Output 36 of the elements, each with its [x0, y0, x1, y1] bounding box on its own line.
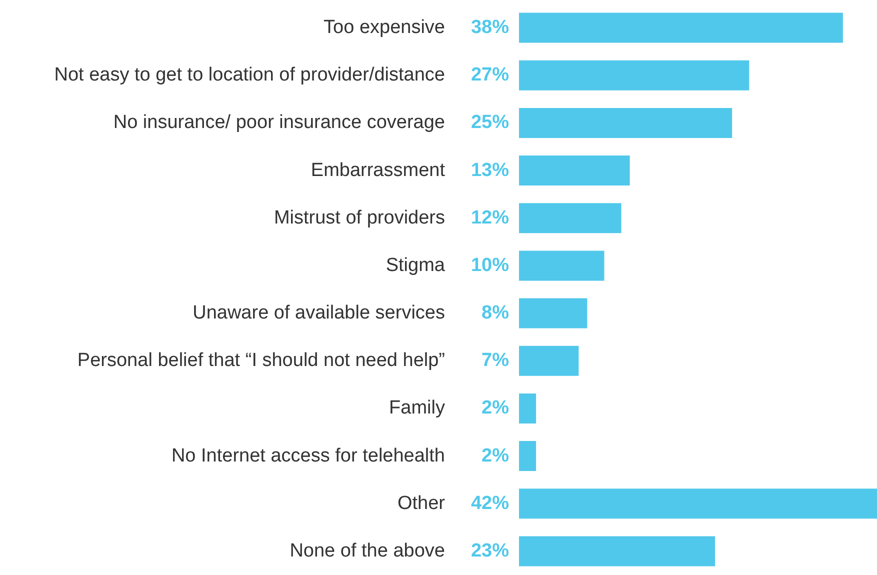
- bar: [519, 536, 716, 566]
- y-tick-label: Stigma: [386, 254, 446, 276]
- data-label: 42%: [470, 492, 510, 514]
- data-label: 27%: [470, 64, 510, 86]
- y-tick-label: No Internet access for telehealth: [171, 445, 445, 466]
- data-label: 12%: [470, 207, 510, 228]
- bar: [519, 488, 877, 519]
- data-label: 25%: [470, 112, 510, 134]
- bar: [519, 12, 843, 43]
- y-tick-label: Embarrassment: [310, 160, 446, 181]
- y-tick-label: Too expensive: [324, 17, 445, 38]
- bar: [519, 203, 622, 234]
- data-label: 38%: [470, 17, 510, 38]
- data-label: 10%: [470, 254, 510, 276]
- bar: [519, 108, 732, 138]
- data-label: 2%: [482, 398, 510, 419]
- bar: [519, 298, 588, 328]
- y-tick-label: Unaware of available services: [192, 302, 445, 324]
- y-tick-label: None of the above: [290, 540, 445, 562]
- data-label: 7%: [482, 350, 510, 372]
- data-label: 8%: [482, 302, 510, 324]
- y-tick-label: Not easy to get to location of provider/distance: [54, 64, 445, 86]
- bar: [519, 393, 536, 424]
- y-tick-label: Personal belief that “I should not need help”: [77, 350, 445, 372]
- bar: [519, 60, 750, 90]
- bar: [519, 346, 579, 376]
- y-tick-label: No insurance/ poor insurance coverage: [113, 112, 445, 134]
- bar: [519, 156, 630, 186]
- bar: [519, 250, 604, 281]
- data-label: 2%: [482, 445, 510, 466]
- bar: [519, 441, 536, 472]
- y-tick-label: Mistrust of providers: [274, 207, 445, 228]
- data-label: 23%: [470, 540, 510, 562]
- y-tick-label: Other: [397, 492, 446, 514]
- data-label: 13%: [470, 160, 510, 181]
- y-tick-label: Family: [389, 398, 446, 419]
